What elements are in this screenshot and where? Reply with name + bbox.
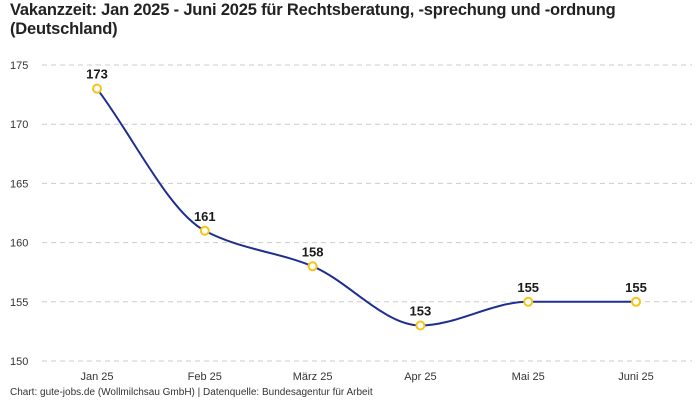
y-tick-label: 150 bbox=[10, 356, 28, 368]
chart-title: Vakanzzeit: Jan 2025 - Juni 2025 für Rec… bbox=[10, 1, 616, 38]
y-tick-label: 160 bbox=[10, 238, 28, 250]
data-point bbox=[199, 225, 210, 236]
data-point bbox=[523, 296, 534, 307]
y-axis-ticks: 150 155 160 165 170 175 bbox=[10, 60, 28, 368]
data-label: 161 bbox=[194, 209, 216, 224]
data-point bbox=[415, 320, 426, 331]
data-label: 155 bbox=[517, 280, 539, 295]
data-label: 158 bbox=[302, 244, 324, 259]
x-tick-label: Juni 25 bbox=[618, 371, 653, 383]
y-tick-label: 175 bbox=[10, 60, 28, 72]
y-tick-label: 170 bbox=[10, 119, 28, 131]
x-tick-label: Apr 25 bbox=[404, 371, 436, 383]
y-tick-label: 155 bbox=[10, 297, 28, 309]
x-tick-label: Feb 25 bbox=[188, 371, 222, 383]
data-labels: 173 161 158 153 155 155 bbox=[86, 67, 647, 319]
x-tick-label: Mai 25 bbox=[512, 371, 545, 383]
data-label: 173 bbox=[86, 67, 108, 82]
data-label: 153 bbox=[410, 303, 432, 318]
x-tick-label: Jan 25 bbox=[80, 371, 113, 383]
x-tick-label: März 25 bbox=[293, 371, 333, 383]
data-point bbox=[307, 261, 318, 272]
chart-footer: Chart: gute-jobs.de (Wollmilchsau GmbH) … bbox=[10, 387, 373, 398]
x-axis-ticks: Jan 25 Feb 25 März 25 Apr 25 Mai 25 Juni 25 bbox=[80, 371, 653, 383]
grid-lines bbox=[42, 64, 692, 362]
y-tick-label: 165 bbox=[10, 178, 28, 190]
data-point bbox=[631, 296, 641, 307]
data-markers bbox=[92, 83, 641, 331]
data-point bbox=[92, 83, 102, 94]
data-label: 155 bbox=[625, 280, 647, 295]
